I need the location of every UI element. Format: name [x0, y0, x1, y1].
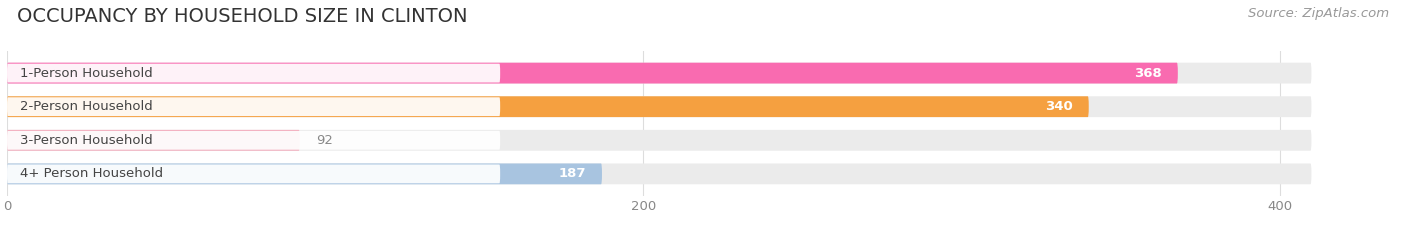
- FancyBboxPatch shape: [7, 63, 1178, 83]
- FancyBboxPatch shape: [7, 96, 1312, 117]
- FancyBboxPatch shape: [7, 64, 501, 82]
- Text: 368: 368: [1135, 67, 1161, 80]
- Text: 187: 187: [558, 167, 586, 180]
- FancyBboxPatch shape: [7, 63, 1312, 83]
- Text: 4+ Person Household: 4+ Person Household: [20, 167, 163, 180]
- FancyBboxPatch shape: [7, 130, 299, 151]
- FancyBboxPatch shape: [7, 96, 1088, 117]
- FancyBboxPatch shape: [7, 97, 501, 116]
- Text: 2-Person Household: 2-Person Household: [20, 100, 152, 113]
- Text: 3-Person Household: 3-Person Household: [20, 134, 152, 147]
- FancyBboxPatch shape: [7, 130, 1312, 151]
- FancyBboxPatch shape: [7, 164, 1312, 184]
- Text: 92: 92: [315, 134, 332, 147]
- FancyBboxPatch shape: [7, 164, 602, 184]
- Text: Source: ZipAtlas.com: Source: ZipAtlas.com: [1249, 7, 1389, 20]
- Text: 1-Person Household: 1-Person Household: [20, 67, 152, 80]
- FancyBboxPatch shape: [7, 164, 501, 183]
- Text: OCCUPANCY BY HOUSEHOLD SIZE IN CLINTON: OCCUPANCY BY HOUSEHOLD SIZE IN CLINTON: [17, 7, 467, 26]
- Text: 340: 340: [1045, 100, 1073, 113]
- FancyBboxPatch shape: [7, 131, 501, 150]
